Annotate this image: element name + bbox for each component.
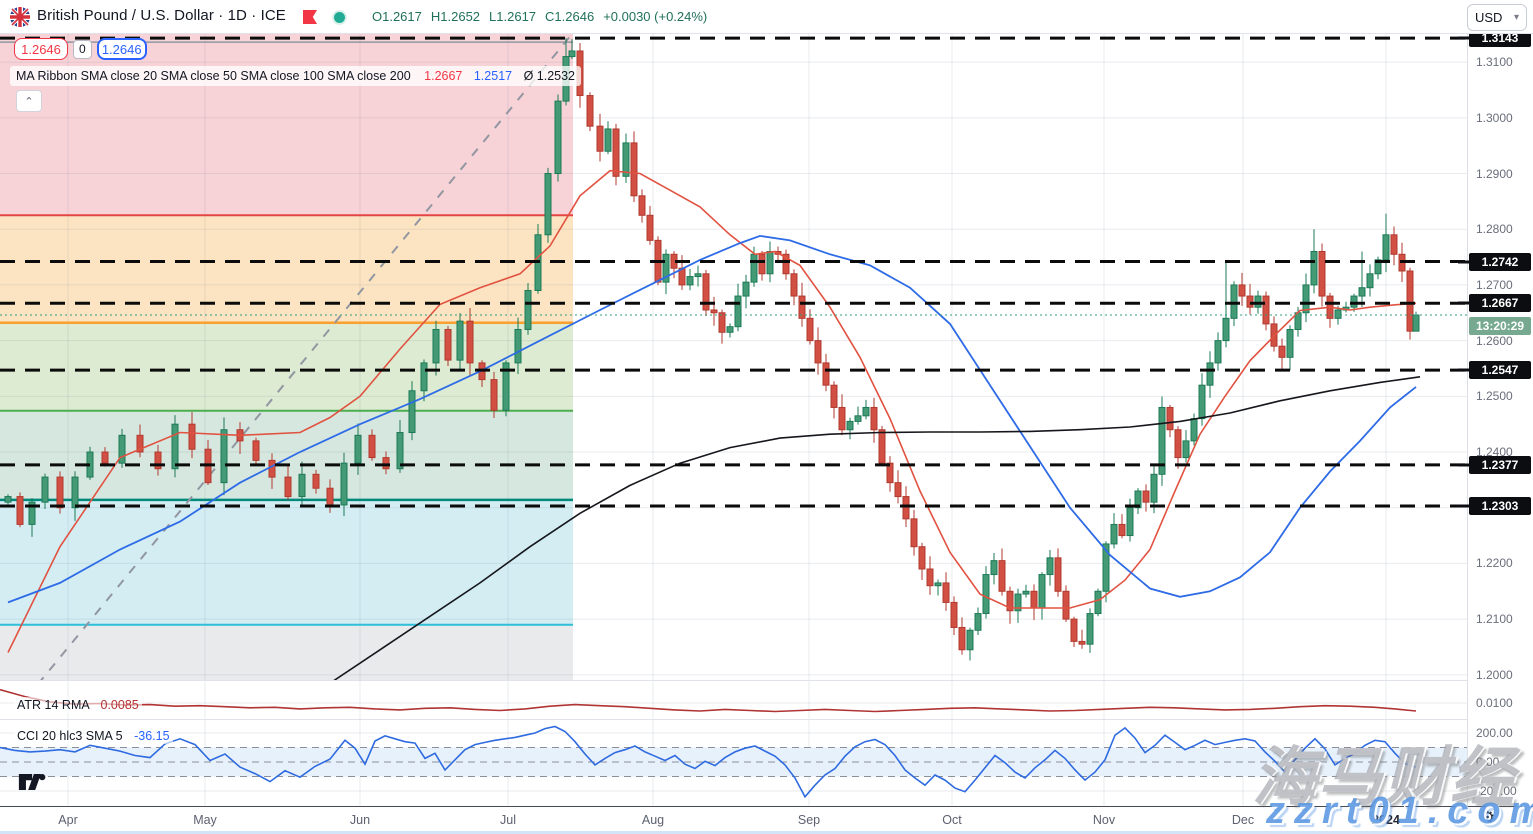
ma-fast-value: 1.2667 <box>424 69 463 83</box>
price-axis-label: 1.2000 <box>1476 667 1513 682</box>
cci-value: -36.15 <box>134 729 170 743</box>
tradingview-logo[interactable] <box>18 772 48 792</box>
collapse-legend-button[interactable]: ⌃ <box>16 90 42 112</box>
atr-line <box>0 688 1417 713</box>
price-level-badge: 1.2742 <box>1469 252 1531 271</box>
flag-symbol-icon[interactable] <box>303 10 317 24</box>
ma-line <box>7 169 1417 653</box>
header-toolbar: British Pound / U.S. Dollar · 1D · ICE O… <box>0 0 1533 34</box>
ma-average-value: Ø 1.2532 <box>523 69 576 83</box>
time-axis-month-label: Oct <box>942 813 962 827</box>
price-axis-label: 1.3000 <box>1476 110 1513 125</box>
atr-pane <box>0 681 1467 719</box>
atr-value: 0.0085 <box>100 698 139 712</box>
level-tick <box>1458 463 1470 467</box>
bar-countdown-badge: 13:20:29 <box>1469 317 1531 335</box>
time-axis-month-label: Dec <box>1231 813 1255 827</box>
price-axis-label: 1.3100 <box>1476 55 1513 70</box>
time-axis-month-label: Nov <box>1092 813 1116 827</box>
close-value: C1.2646 <box>545 9 595 24</box>
time-axis-month-label: Jun <box>349 813 371 827</box>
main-pane <box>0 33 1467 680</box>
price-axis[interactable]: 1.3100 1.3000 1.2900 1.2800 1.2700 1.2600 1.25… <box>1458 29 1533 806</box>
cci-label: CCI 20 hlc3 SMA 5 <box>17 729 123 743</box>
ma-line <box>333 376 1421 680</box>
time-axis-year-label: 2024 <box>1372 813 1400 827</box>
ma-line <box>7 234 1417 604</box>
cci-line <box>0 725 1417 799</box>
price-axis-label: 1.2600 <box>1476 333 1513 348</box>
candles <box>4 38 1420 661</box>
cci-axis-label: 200.00 <box>1476 726 1513 740</box>
pane-separator[interactable] <box>0 680 1533 681</box>
level-tick <box>1458 36 1470 40</box>
low-value: L1.2617 <box>489 9 537 24</box>
price-axis-label: 1.2800 <box>1476 222 1513 237</box>
quantity-field[interactable]: 0 <box>73 39 92 59</box>
bottom-edge-strip <box>0 831 1533 834</box>
currency-dropdown[interactable]: USD ▾ <box>1467 4 1527 31</box>
level-tick <box>1458 260 1470 264</box>
ma-slow-value: 1.2517 <box>473 69 513 83</box>
time-axis-month-label: Sep <box>797 813 821 827</box>
chevron-down-icon: ▾ <box>1513 12 1519 23</box>
ma-ribbon-legend[interactable]: MA Ribbon SMA close 20 SMA close 50 SMA … <box>10 66 582 86</box>
order-panel: 1.2646 0 1.2646 <box>14 38 147 60</box>
time-axis-month-label: May <box>193 813 217 827</box>
price-axis-label: 1.2700 <box>1476 277 1513 292</box>
cci-axis-label: -200.00 <box>1476 784 1517 798</box>
time-axis-month-label: Aug <box>641 813 665 827</box>
pane-separator[interactable] <box>0 719 1533 720</box>
timezone-settings-gear-icon[interactable]: ⚙ <box>1480 808 1496 827</box>
ohlc-readout: O1.2617 H1.2652 L1.2617 C1.2646 +0.0030 (+0.… <box>372 9 716 24</box>
atr-legend[interactable]: ATR 14 RMA 0.0085 <box>14 697 142 713</box>
level-tick <box>1458 301 1470 305</box>
price-axis-label: 1.2100 <box>1476 612 1513 627</box>
change-value: +0.0030 (+0.24%) <box>603 9 708 24</box>
atr-label: ATR 14 RMA <box>17 698 90 712</box>
gbp-flag-icon <box>10 7 30 27</box>
price-level-badge: 1.2547 <box>1469 361 1531 380</box>
chevron-up-icon: ⌃ <box>24 95 34 108</box>
time-axis[interactable]: Apr May Jun Jul Aug Sep Oct Nov Dec 2024 <box>0 806 1533 831</box>
market-status-dot[interactable] <box>334 12 345 23</box>
price-level-badge: 1.2377 <box>1469 455 1531 474</box>
price-level-badge: 1.2667 <box>1469 294 1531 313</box>
price-axis-label: 1.2500 <box>1476 389 1513 404</box>
cci-legend[interactable]: CCI 20 hlc3 SMA 5 -36.15 <box>14 728 173 744</box>
ma-ribbon-label: MA Ribbon SMA close 20 SMA close 50 SMA … <box>16 69 411 83</box>
price-level-badge: 1.2303 <box>1469 497 1531 516</box>
currency-label: USD <box>1475 10 1503 25</box>
price-axis-label: 1.2900 <box>1476 166 1513 181</box>
open-value: O1.2617 <box>372 9 422 24</box>
cci-pane <box>0 720 1467 806</box>
cci-axis-label: 0.00 <box>1476 755 1500 769</box>
sell-price-button[interactable]: 1.2646 <box>14 38 68 60</box>
buy-price-button[interactable]: 1.2646 <box>96 38 147 60</box>
level-tick <box>1458 368 1470 372</box>
atr-axis-label: 0.0100 <box>1476 696 1513 710</box>
symbol-title[interactable]: British Pound / U.S. Dollar · 1D · ICE <box>37 7 286 24</box>
high-value: H1.2652 <box>430 9 481 24</box>
price-axis-label: 1.2200 <box>1476 556 1513 571</box>
time-axis-month-label: Apr <box>58 813 78 827</box>
price-axis-label: 1.2400 <box>1476 445 1513 460</box>
time-axis-month-label: Jul <box>500 813 516 827</box>
level-tick <box>1458 504 1470 508</box>
